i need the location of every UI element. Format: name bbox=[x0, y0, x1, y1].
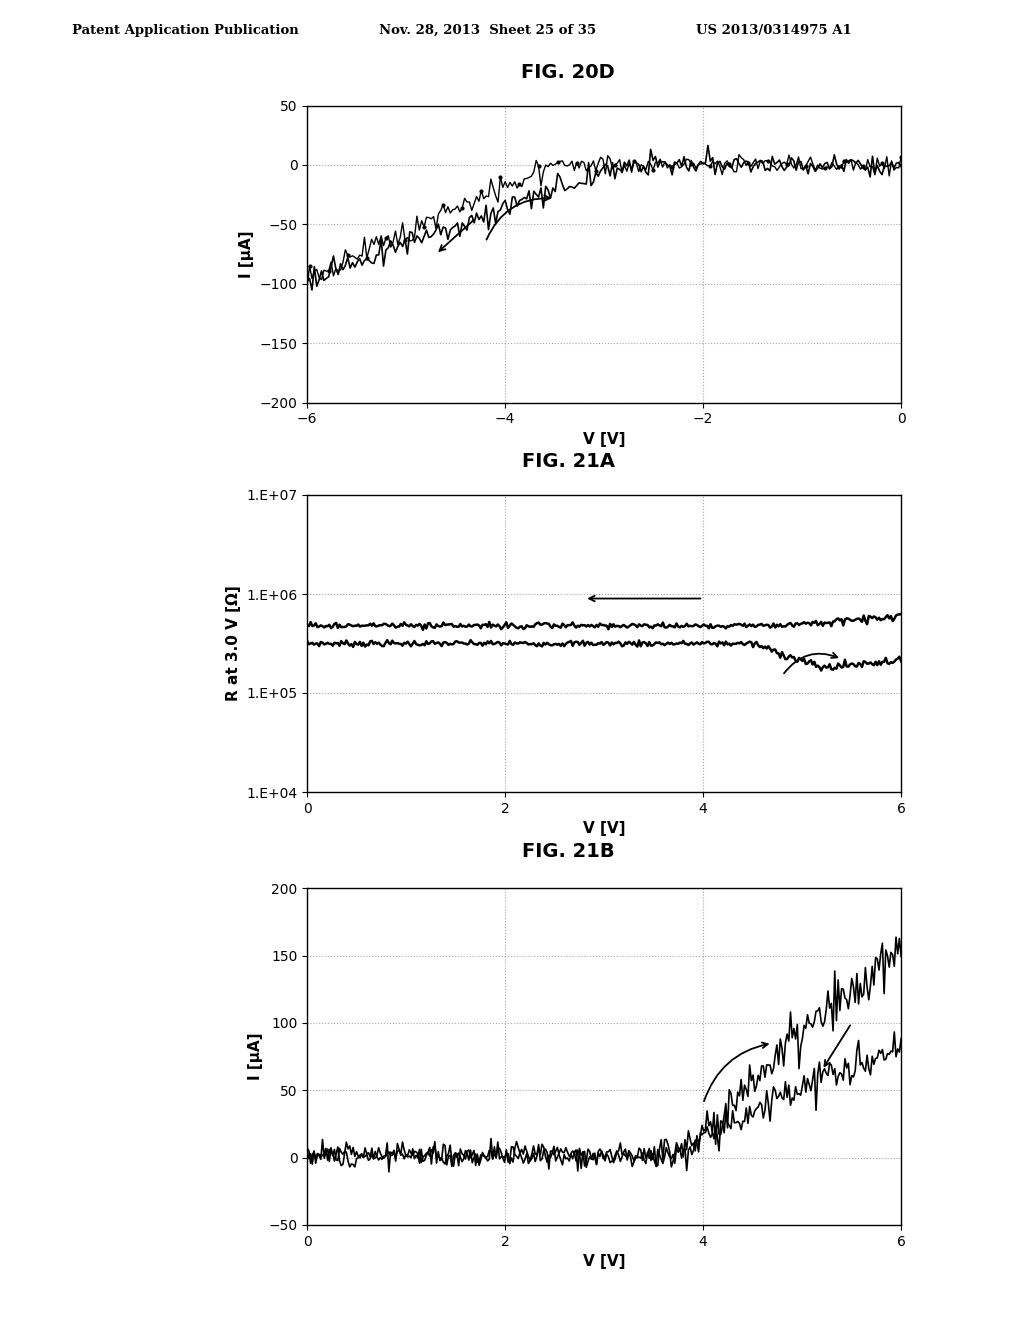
Y-axis label: I [μA]: I [μA] bbox=[239, 231, 254, 277]
Text: FIG. 20D: FIG. 20D bbox=[521, 63, 615, 82]
Y-axis label: I [μA]: I [μA] bbox=[248, 1034, 263, 1080]
Text: US 2013/0314975 A1: US 2013/0314975 A1 bbox=[696, 24, 852, 37]
Text: FIG. 21B: FIG. 21B bbox=[522, 842, 614, 861]
Text: Patent Application Publication: Patent Application Publication bbox=[72, 24, 298, 37]
X-axis label: V [V]: V [V] bbox=[583, 821, 626, 837]
Text: FIG. 21A: FIG. 21A bbox=[522, 453, 614, 471]
X-axis label: V [V]: V [V] bbox=[583, 1254, 626, 1270]
X-axis label: V [V]: V [V] bbox=[583, 432, 626, 447]
Text: Nov. 28, 2013  Sheet 25 of 35: Nov. 28, 2013 Sheet 25 of 35 bbox=[379, 24, 596, 37]
Y-axis label: R at 3.0 V [Ω]: R at 3.0 V [Ω] bbox=[225, 586, 241, 701]
